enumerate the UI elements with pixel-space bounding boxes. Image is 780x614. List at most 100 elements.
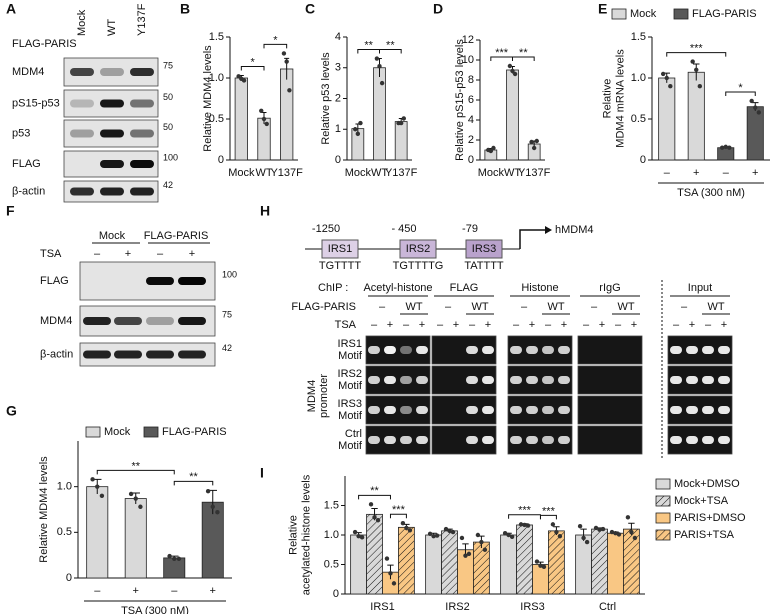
y-tick-label: 1.5: [324, 499, 339, 511]
data-point: [727, 145, 732, 150]
position-label: - 450: [391, 223, 416, 235]
chip-label: ChIP :: [318, 282, 348, 294]
lane-sign: WT: [617, 301, 634, 313]
lane-sign: –: [371, 319, 378, 331]
y-tick-label: 0.5: [324, 558, 339, 570]
bar: [623, 528, 640, 595]
size-marker: 75: [222, 309, 232, 319]
sig-bracket: [389, 513, 407, 519]
data-point: [534, 138, 539, 144]
data-point: [352, 529, 358, 535]
size-marker: 100: [163, 152, 178, 162]
lane-sign: WT: [405, 301, 422, 313]
lane-sign: –: [469, 319, 476, 331]
row-label: IRS2: [338, 368, 362, 380]
row-label: FLAG: [40, 275, 69, 287]
y-tick-label: 2: [335, 92, 341, 104]
legend-label: FLAG-PARIS: [692, 8, 757, 20]
x-tick-label: –: [171, 585, 178, 597]
legend-label: PARIS+DMSO: [674, 512, 746, 524]
data-point: [463, 553, 468, 558]
lane-sign: –: [673, 319, 680, 331]
bar: [425, 534, 442, 595]
y-tick-label: 0.5: [57, 526, 72, 538]
blot-band: [130, 129, 154, 138]
data-point: [287, 88, 292, 93]
lane-sign: +: [721, 319, 727, 331]
data-point: [264, 121, 269, 127]
lane-sign: –: [705, 319, 712, 331]
data-point: [479, 539, 484, 545]
blot-band: [510, 376, 522, 384]
blot-band: [718, 376, 730, 384]
blot-band: [416, 376, 428, 384]
data-point: [374, 56, 380, 61]
side-label: promoter: [318, 374, 330, 418]
legend-label: Mock: [104, 426, 131, 438]
bar: [366, 513, 383, 595]
data-point: [753, 105, 758, 110]
bar: [591, 528, 608, 595]
lane-sign: –: [615, 319, 622, 331]
data-point: [133, 496, 138, 501]
data-point: [210, 504, 215, 509]
blot-band: [416, 406, 428, 414]
sig-bracket: [512, 56, 535, 61]
data-point: [355, 131, 361, 137]
blot-band: [526, 436, 538, 444]
legend-swatch: [85, 426, 101, 438]
data-point: [719, 145, 725, 150]
y-tick-label: 0: [468, 154, 474, 166]
bar: [124, 498, 147, 579]
data-point: [404, 525, 409, 531]
y-tick-label: 0: [640, 154, 646, 166]
blot-band: [542, 406, 554, 414]
data-point: [281, 51, 287, 56]
panel-letter: F: [6, 203, 15, 219]
blot-band: [100, 160, 124, 168]
data-point: [512, 71, 518, 77]
irs-box: [399, 239, 437, 259]
y-tick-label: 0: [218, 154, 224, 166]
y-axis-label: Relative: [601, 79, 613, 119]
data-point: [379, 80, 385, 86]
data-point: [584, 539, 590, 545]
data-point: [358, 120, 363, 126]
lane-sign: –: [403, 319, 410, 331]
data-point: [488, 148, 494, 154]
y-tick-label: 1.5: [631, 31, 646, 43]
x-tick-label: WT: [255, 167, 272, 179]
x-tick-label: Y137F: [385, 167, 418, 179]
gene-label: hMDM4: [555, 224, 594, 236]
lane-sign: +: [189, 248, 195, 260]
data-point: [167, 553, 172, 559]
data-point: [522, 522, 527, 528]
x-tick-label: Y137F: [518, 167, 551, 179]
data-point: [609, 529, 615, 535]
sig-label: ***: [542, 505, 556, 517]
x-tick-label: +: [133, 585, 139, 597]
x-tick-label: +: [210, 585, 216, 597]
row-label: FLAG: [12, 158, 41, 170]
row-label: MDM4: [12, 66, 44, 78]
blot-band: [686, 346, 698, 354]
irs-label: IRS3: [472, 243, 496, 255]
y-tick-label: 3: [335, 62, 341, 74]
lane-sign: +: [419, 319, 425, 331]
data-point: [90, 477, 95, 482]
lane-label: Y137F: [136, 3, 148, 36]
group-label: FLAG-PARIS: [144, 230, 209, 242]
bar: [746, 106, 764, 161]
row-label: Ctrl: [345, 428, 362, 440]
row-label: Motif: [338, 350, 363, 362]
lane-sign: –: [681, 301, 688, 313]
blot-band: [670, 436, 682, 444]
blot-band: [686, 376, 698, 384]
y-tick-label: 12: [462, 34, 474, 46]
y-tick-label: 6: [468, 94, 474, 106]
data-point: [407, 528, 413, 533]
lane-sign: +: [485, 319, 491, 331]
sig-bracket: [725, 91, 756, 96]
construct-label: FLAG-PARIS: [12, 38, 77, 50]
bar: [575, 534, 592, 595]
